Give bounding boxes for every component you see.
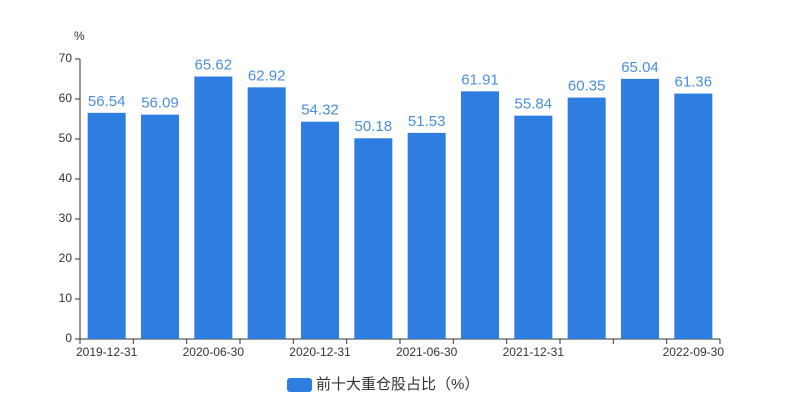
y-tick-label: 10 xyxy=(59,291,73,305)
y-tick-label: 50 xyxy=(59,131,73,145)
bar xyxy=(407,132,446,339)
y-tick-label: 30 xyxy=(59,211,73,225)
bar xyxy=(301,121,339,339)
x-tick-label: 2022-09-30 xyxy=(663,345,725,359)
value-label: 56.09 xyxy=(141,95,179,112)
value-label: 60.35 xyxy=(568,78,606,95)
x-tick-label: 2020-12-31 xyxy=(289,345,351,359)
x-tick-label: 2019-12-31 xyxy=(76,345,138,359)
legend-label: 前十大重仓股占比（%） xyxy=(316,376,479,393)
bar xyxy=(674,93,713,339)
value-label: 54.32 xyxy=(301,102,339,119)
y-tick-label: 60 xyxy=(59,91,73,105)
y-tick-label: 20 xyxy=(59,251,73,265)
value-label: 61.36 xyxy=(675,74,713,91)
bar xyxy=(141,114,179,339)
bar xyxy=(514,115,553,339)
x-tick-label: 2020-06-30 xyxy=(183,345,245,359)
value-label: 65.04 xyxy=(621,59,659,76)
bar xyxy=(194,76,233,340)
legend-swatch xyxy=(287,378,312,392)
bar xyxy=(87,112,126,339)
bar xyxy=(354,138,393,339)
y-tick-label: 40 xyxy=(59,171,73,185)
y-tick-label: 0 xyxy=(65,331,72,345)
bar xyxy=(621,78,659,339)
value-label: 51.53 xyxy=(408,113,446,130)
bar xyxy=(461,91,499,339)
y-tick-label: 70 xyxy=(59,51,73,65)
x-tick-label: 2021-06-30 xyxy=(396,345,458,359)
value-label: 56.54 xyxy=(88,93,126,110)
x-tick-label: 2021-12-31 xyxy=(503,345,565,359)
value-label: 65.62 xyxy=(195,56,233,73)
y-axis-label: % xyxy=(74,29,85,43)
value-label: 55.84 xyxy=(515,96,553,113)
value-label: 61.91 xyxy=(461,71,499,88)
bar xyxy=(247,87,286,339)
value-label: 50.18 xyxy=(355,118,393,135)
bar xyxy=(567,97,606,339)
value-label: 62.92 xyxy=(248,67,286,84)
